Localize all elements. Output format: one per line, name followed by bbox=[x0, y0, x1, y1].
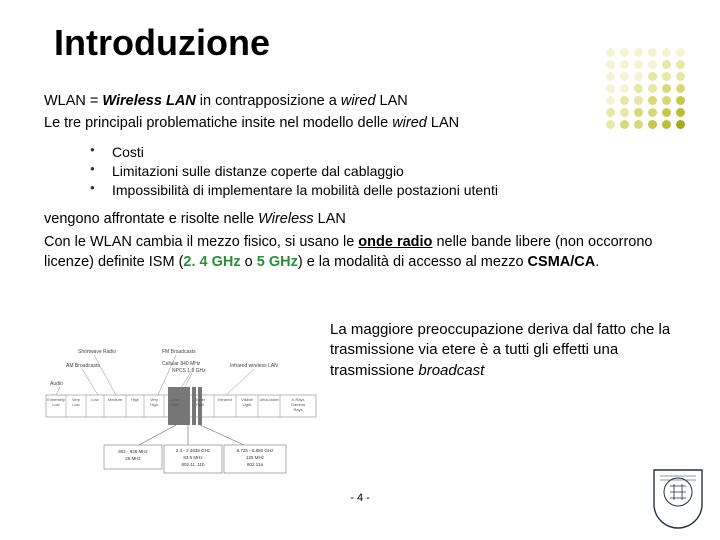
text: WLAN = bbox=[44, 93, 102, 109]
decorative-dot bbox=[606, 48, 615, 57]
band-label: High bbox=[196, 402, 204, 407]
diagram-label: Audio bbox=[50, 381, 63, 387]
diagram-label: Shortwave Radio bbox=[78, 349, 116, 355]
broadcast-word: broadcast bbox=[418, 362, 484, 379]
list-item: Costi bbox=[90, 143, 680, 162]
list-item: Limitazioni sulle distanze coperte dal c… bbox=[90, 162, 680, 181]
decorative-dot bbox=[648, 48, 657, 57]
callout-std: 802.11a bbox=[247, 462, 263, 467]
decorative-dot bbox=[676, 60, 685, 69]
text: LAN bbox=[314, 211, 346, 227]
csma-ca: CSMA/CA bbox=[528, 254, 596, 270]
text: ) e la modalità di accesso al mezzo bbox=[298, 254, 528, 270]
decorative-dot bbox=[648, 72, 657, 81]
diagram-label: NPCS 1.9 GHz bbox=[172, 368, 206, 374]
freq-5: 5 GHz bbox=[257, 254, 298, 270]
intro-line-1: WLAN = Wireless LAN in contrapposizione … bbox=[44, 92, 680, 112]
university-crest-icon bbox=[650, 466, 706, 530]
text: Le tre principali problematiche insite n… bbox=[44, 115, 392, 131]
callout-range: 2.4 - 2.4835 GHz bbox=[176, 448, 211, 453]
band-label: Medium bbox=[108, 397, 123, 402]
decorative-dot bbox=[620, 48, 629, 57]
paragraph-1: vengono affrontate e risolte nelle Wirel… bbox=[44, 210, 680, 230]
paragraph-2: Con le WLAN cambia il mezzo fisico, si u… bbox=[44, 233, 680, 272]
text: o bbox=[241, 254, 257, 270]
decorative-dot bbox=[662, 72, 671, 81]
wired-word: wired bbox=[341, 93, 376, 109]
decorative-dot bbox=[606, 60, 615, 69]
diagram-label: AM Broadcasts bbox=[66, 363, 100, 369]
decorative-dot bbox=[606, 72, 615, 81]
callout-bw: 26 MHz bbox=[125, 456, 141, 461]
text: La maggiore preoccupazione deriva dal fa… bbox=[330, 321, 670, 379]
text: . bbox=[595, 254, 599, 270]
side-paragraph: La maggiore preoccupazione deriva dal fa… bbox=[330, 320, 690, 381]
wired-word: wired bbox=[392, 115, 427, 131]
band-label: High bbox=[171, 402, 179, 407]
page-number: - 4 - bbox=[350, 492, 370, 504]
diagram-label: Cellular 840 MHz bbox=[162, 361, 201, 367]
callout-range: 5.725 - 5.850 GHz bbox=[237, 448, 275, 453]
band-label: Ultra-violet bbox=[259, 397, 279, 402]
wlan-def: Wireless LAN bbox=[102, 93, 195, 109]
decorative-dot bbox=[676, 48, 685, 57]
band-label: Light bbox=[243, 402, 253, 407]
band-label: High bbox=[150, 402, 158, 407]
decorative-dot bbox=[620, 72, 629, 81]
decorative-dot bbox=[676, 72, 685, 81]
decorative-dot bbox=[634, 48, 643, 57]
text: LAN bbox=[427, 115, 459, 131]
freq-24: 2. 4 GHz bbox=[183, 254, 240, 270]
decorative-dot bbox=[662, 60, 671, 69]
decorative-dot bbox=[620, 60, 629, 69]
band-label: Infrared bbox=[218, 397, 232, 402]
callout-range: 902 - 928 MHz bbox=[118, 449, 148, 454]
decorative-dot bbox=[662, 48, 671, 57]
callout-bw: 125 MHz bbox=[246, 455, 265, 460]
intro-line-2: Le tre principali problematiche insite n… bbox=[44, 114, 680, 134]
text: Con le WLAN cambia il mezzo fisico, si u… bbox=[44, 234, 358, 250]
bullet-text: Limitazioni sulle distanze coperte dal c… bbox=[112, 163, 404, 179]
band-label: Rays bbox=[293, 407, 302, 412]
text: vengono affrontate e risolte nelle bbox=[44, 211, 258, 227]
decorative-dot bbox=[648, 60, 657, 69]
band-label: High bbox=[131, 397, 139, 402]
diagram-label: FM Broadcasts bbox=[162, 349, 196, 355]
bullet-list: Costi Limitazioni sulle distanze coperte… bbox=[90, 143, 680, 200]
band-label: Low bbox=[52, 402, 59, 407]
page-title: Introduzione bbox=[54, 22, 270, 64]
wireless-word: Wireless bbox=[258, 211, 313, 227]
bullet-text: Impossibilità di implementare la mobilit… bbox=[112, 182, 498, 198]
list-item: Impossibilità di implementare la mobilit… bbox=[90, 181, 680, 200]
decorative-dot bbox=[634, 72, 643, 81]
spectrum-diagram: Shortwave Radio FM Broadcasts AM Broadca… bbox=[44, 345, 319, 485]
callout-bw: 83.5 MHz bbox=[183, 455, 203, 460]
callout-std: 802.11, 11b bbox=[181, 462, 205, 467]
diagram-label: Infrared wireless LAN bbox=[230, 363, 278, 369]
band-label: Low bbox=[72, 402, 79, 407]
bullet-text: Costi bbox=[112, 144, 144, 160]
onde-radio: onde radio bbox=[358, 234, 432, 250]
decorative-dot bbox=[634, 60, 643, 69]
text: in contrapposizione a bbox=[196, 93, 341, 109]
band-label: Low bbox=[91, 397, 98, 402]
text: LAN bbox=[376, 93, 408, 109]
body-content: WLAN = Wireless LAN in contrapposizione … bbox=[44, 92, 680, 276]
